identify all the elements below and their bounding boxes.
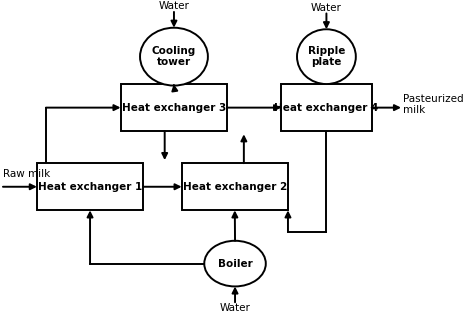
Ellipse shape [297,29,356,84]
Ellipse shape [204,241,266,286]
Text: Heat exchanger 1: Heat exchanger 1 [38,182,142,192]
Text: Pasteurized
milk: Pasteurized milk [403,94,464,115]
Text: Heat exchanger 3: Heat exchanger 3 [122,103,226,112]
Ellipse shape [140,28,208,86]
Text: Water: Water [219,303,250,313]
Text: Heat exchanger 2: Heat exchanger 2 [182,182,287,192]
Bar [182,163,288,210]
Text: Raw milk: Raw milk [3,169,50,179]
Text: Water: Water [158,1,190,11]
Text: Cooling
tower: Cooling tower [152,46,196,67]
Text: Ripple
plate: Ripple plate [308,46,345,67]
Text: Heat exchanger 4: Heat exchanger 4 [274,103,379,112]
Text: Water: Water [311,3,342,13]
Bar [281,84,372,131]
Bar [37,163,143,210]
Bar [120,84,227,131]
Text: Boiler: Boiler [218,258,253,269]
